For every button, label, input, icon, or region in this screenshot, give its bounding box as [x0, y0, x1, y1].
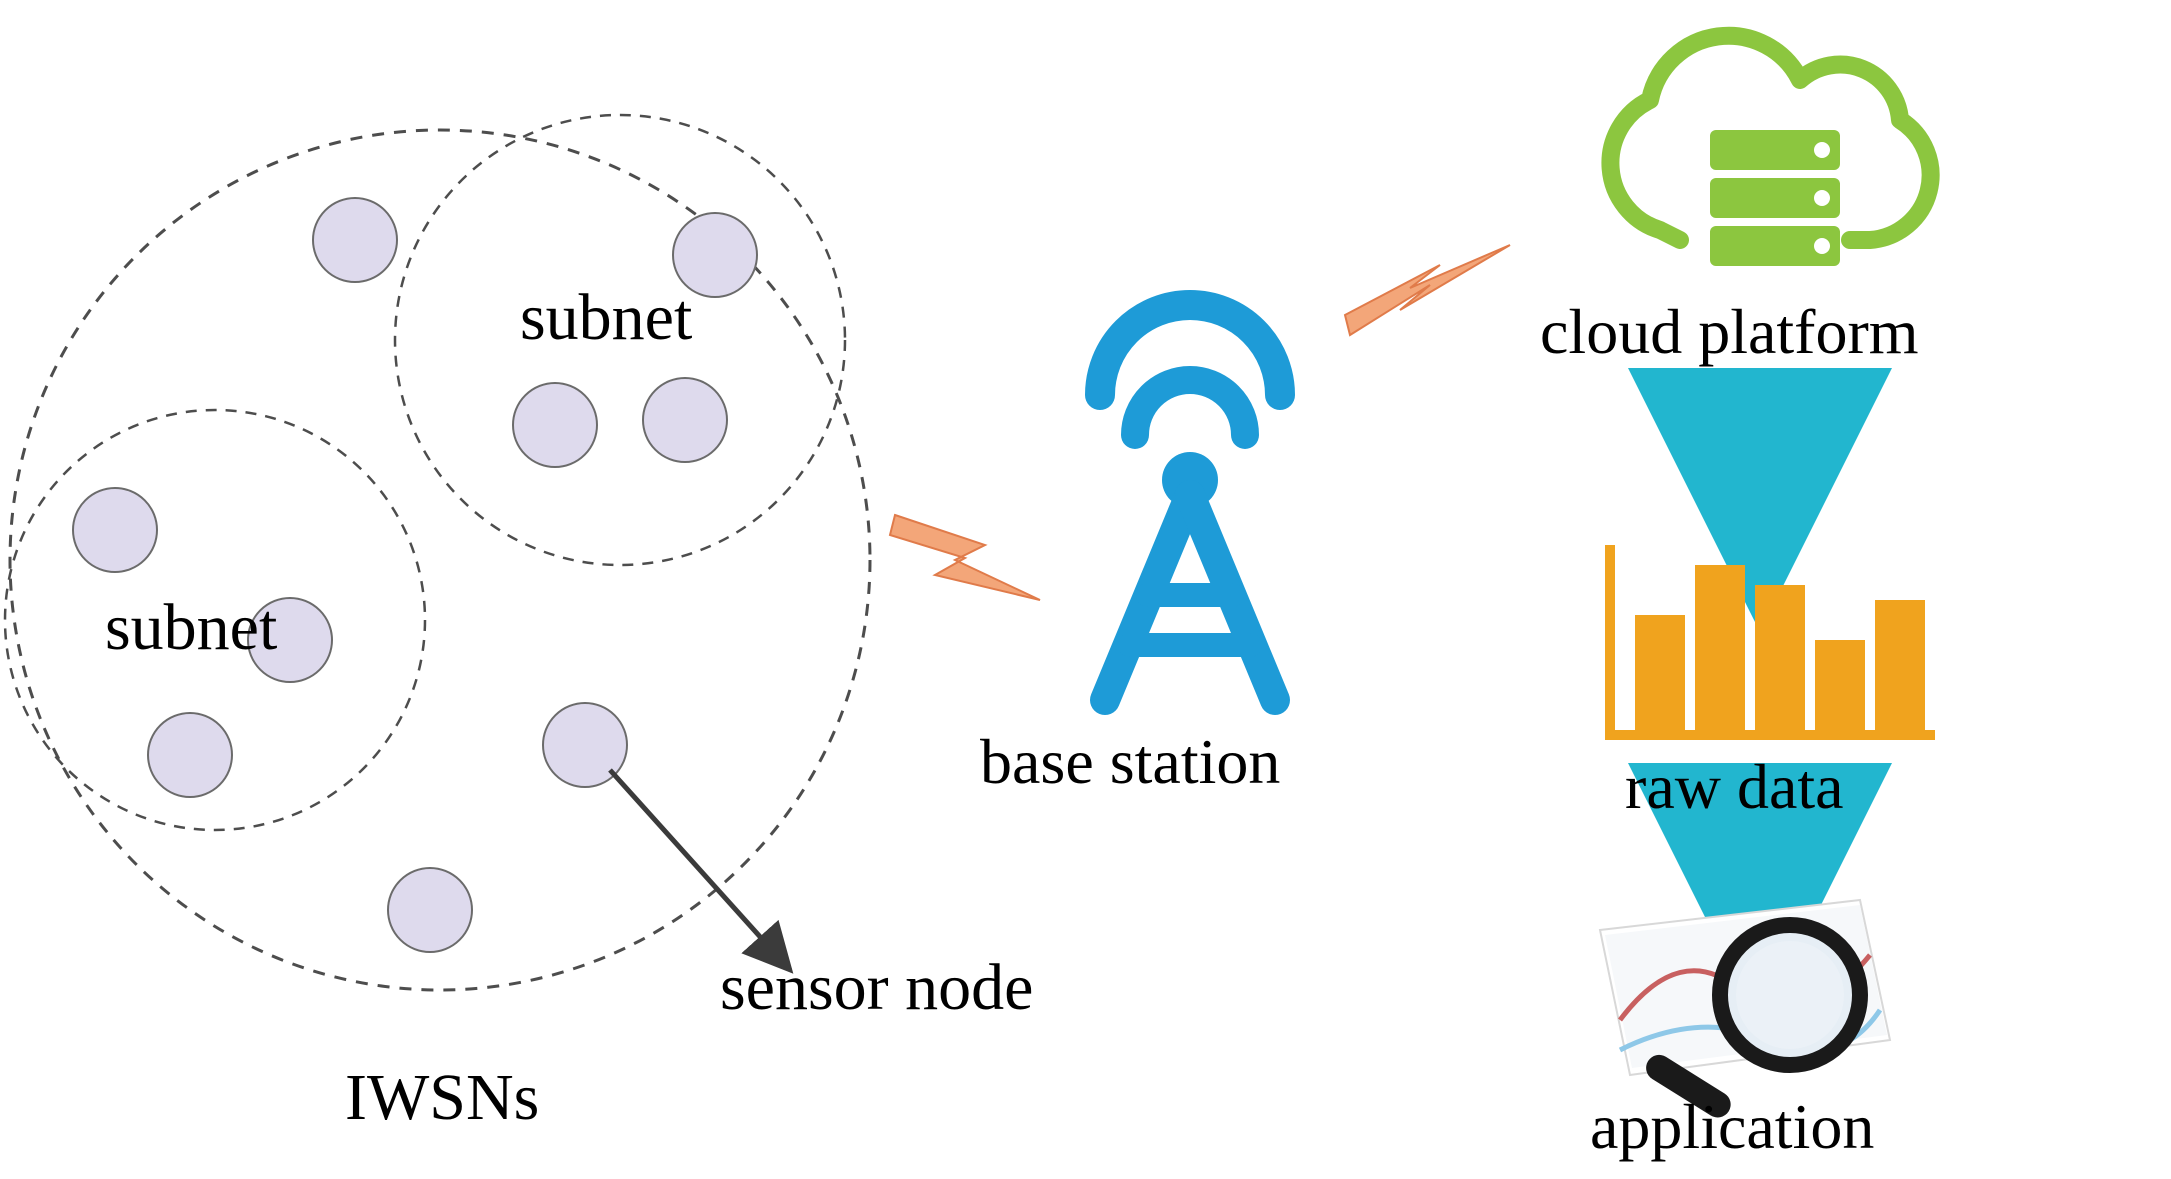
subnet-2-label: subnet: [520, 280, 692, 356]
raw-data-icon: [1605, 545, 1935, 740]
cloud-platform-icon: [1610, 36, 1930, 266]
raw-data-bar: [1635, 615, 1685, 730]
raw-data-bar: [1695, 565, 1745, 730]
raw-data-bar: [1755, 585, 1805, 730]
sensor-node: [643, 378, 727, 462]
sensor-node: [148, 713, 232, 797]
sensor-node: [313, 198, 397, 282]
subnet-1-label: subnet: [105, 590, 277, 666]
sensor-node: [513, 383, 597, 467]
base-station-label: base station: [980, 725, 1280, 799]
bolt-2: [1345, 245, 1510, 335]
iwsn-label: IWSNs: [345, 1060, 539, 1136]
diagram-svg: [0, 0, 2171, 1179]
raw-data-bar: [1815, 640, 1865, 730]
sensor-node-label: sensor node: [720, 950, 1033, 1026]
application-label: application: [1590, 1090, 1874, 1164]
cloud-platform-label: cloud platform: [1540, 295, 1919, 369]
sensor-node: [388, 868, 472, 952]
raw-data-bar: [1875, 600, 1925, 730]
bolt-1: [890, 515, 1040, 600]
sensor-node: [73, 488, 157, 572]
diagram-stage: IWSNs subnet subnet sensor node base sta…: [0, 0, 2171, 1179]
base-station-icon: [1100, 305, 1280, 700]
sensor-pointer-arrow: [610, 770, 790, 970]
raw-data-label: raw data: [1625, 750, 1844, 824]
